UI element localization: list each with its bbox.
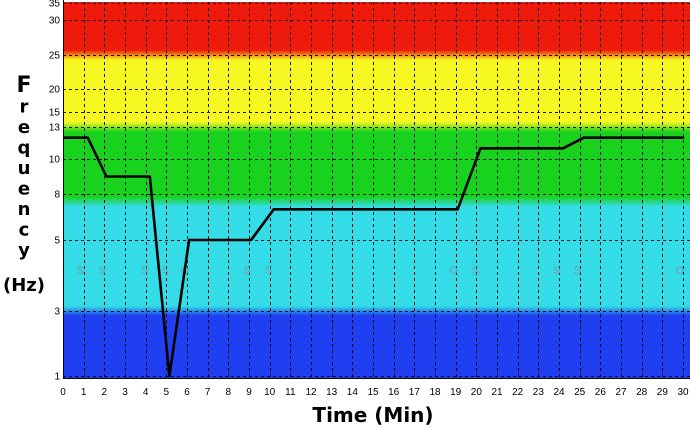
x-tick-label: 20 <box>471 387 483 398</box>
y-axis-label-letter: r <box>20 97 29 118</box>
grid-lines <box>63 0 690 379</box>
frequency-band-background <box>63 2 690 378</box>
x-tick-label: 12 <box>305 387 317 398</box>
x-tick-label: 13 <box>326 387 338 398</box>
y-axis-label-letter: y <box>18 240 30 261</box>
x-tick-label: 17 <box>409 387 421 398</box>
x-tick-label: 2 <box>102 387 108 398</box>
x-tick-label: 3 <box>122 387 128 398</box>
y-axis-label-letter: q <box>18 138 31 159</box>
x-tick-label: 29 <box>657 387 669 398</box>
series-group <box>63 136 685 378</box>
y-axis-label-letter: e <box>18 117 30 138</box>
x-tick-label: 16 <box>388 387 400 398</box>
annotation-marker: S <box>553 265 560 277</box>
x-tick-label: 27 <box>615 387 627 398</box>
x-tick-label: 10 <box>264 387 276 398</box>
frequency-series-line <box>63 136 685 378</box>
y-axis-label-letter: n <box>18 199 31 220</box>
x-tick-label: 11 <box>285 387 296 398</box>
annotation-marker: S <box>162 265 169 277</box>
annotation-marker: S <box>77 265 84 277</box>
y-axis-label-letter: e <box>18 179 30 200</box>
annotation-marker: S <box>141 265 148 277</box>
x-tick-label: 0 <box>60 387 66 398</box>
y-axis-label-letter: u <box>18 158 31 179</box>
x-tick-label: 21 <box>491 387 503 398</box>
x-tick-label: 4 <box>143 387 149 398</box>
x-tick-label: 8 <box>226 387 232 398</box>
y-tick-label: 3 <box>54 307 60 318</box>
y-axis-unit: (Hz) <box>3 275 45 296</box>
y-tick-label: 5 <box>54 236 60 247</box>
x-tick-label: 7 <box>205 387 211 398</box>
x-tick-label: 30 <box>677 387 689 398</box>
annotation-marker: O <box>676 265 685 277</box>
x-tick-label: 5 <box>164 387 170 398</box>
y-tick-label: 20 <box>49 85 61 96</box>
y-tick-label: 8 <box>54 190 60 201</box>
x-tick-label: 28 <box>636 387 648 398</box>
y-tick-label: 1 <box>54 372 60 383</box>
x-axis-label: Time (Min) <box>312 403 433 427</box>
y-axis-label-letter: c <box>19 220 30 241</box>
annotation-marker: S <box>265 265 272 277</box>
y-axis-label-letter: F <box>16 73 31 98</box>
y-tick-label: 25 <box>49 51 61 62</box>
x-tick-label: 6 <box>184 387 190 398</box>
y-tick-label: 13 <box>49 123 61 134</box>
annotation-marker: S <box>99 265 106 277</box>
x-tick-label: 9 <box>246 387 252 398</box>
x-tick-label: 18 <box>429 387 441 398</box>
x-tick-label: 15 <box>367 387 379 398</box>
x-tick-label: 22 <box>512 387 524 398</box>
x-tick-label: 23 <box>533 387 545 398</box>
annotation-marker: S <box>243 265 250 277</box>
x-tick-label: 24 <box>553 387 565 398</box>
y-tick-label: 30 <box>49 16 61 27</box>
annotation-marker: S <box>574 265 581 277</box>
x-tick-label: 1 <box>81 387 87 398</box>
x-tick-label: 19 <box>450 387 462 398</box>
annotation-marker: S <box>472 265 479 277</box>
y-tick-label: 35 <box>49 0 61 10</box>
y-tick-label: 10 <box>49 155 61 166</box>
x-tick-label: 26 <box>595 387 607 398</box>
x-tick-label: 25 <box>574 387 586 398</box>
x-tick-label: 14 <box>347 387 359 398</box>
y-tick-label: 15 <box>49 108 61 119</box>
annotation-marker: O <box>449 265 458 277</box>
